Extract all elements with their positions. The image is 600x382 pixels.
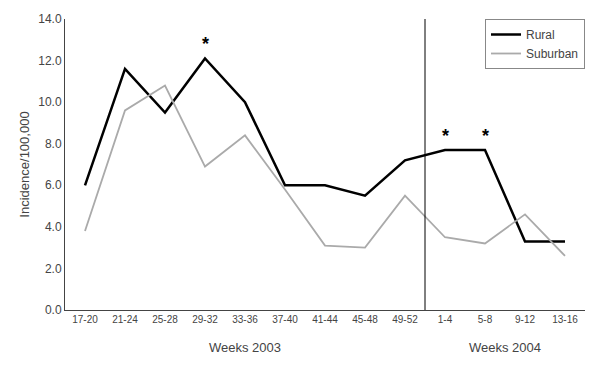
svg-text:*: * [442, 126, 449, 146]
svg-text:49-52: 49-52 [392, 314, 418, 325]
svg-text:13-16: 13-16 [552, 314, 578, 325]
svg-text:25-28: 25-28 [152, 314, 178, 325]
svg-text:33-36: 33-36 [232, 314, 258, 325]
svg-text:4.0: 4.0 [45, 220, 62, 234]
svg-text:Rural: Rural [526, 28, 555, 42]
svg-text:Suburban: Suburban [526, 47, 578, 61]
svg-text:Incidence/100,000: Incidence/100,000 [17, 111, 32, 217]
svg-text:17-20: 17-20 [72, 314, 98, 325]
svg-text:Weeks 2003: Weeks 2003 [209, 340, 281, 355]
svg-text:5-8: 5-8 [478, 314, 493, 325]
svg-text:10.0: 10.0 [38, 95, 62, 109]
svg-text:9-12: 9-12 [515, 314, 535, 325]
svg-text:Weeks 2004: Weeks 2004 [469, 340, 541, 355]
svg-text:41-44: 41-44 [312, 314, 338, 325]
svg-text:37-40: 37-40 [272, 314, 298, 325]
svg-text:21-24: 21-24 [112, 314, 138, 325]
svg-text:2.0: 2.0 [45, 262, 62, 276]
svg-text:*: * [482, 126, 489, 146]
svg-text:29-32: 29-32 [192, 314, 218, 325]
svg-text:6.0: 6.0 [45, 178, 62, 192]
svg-text:14.0: 14.0 [38, 12, 62, 26]
svg-text:45-48: 45-48 [352, 314, 378, 325]
svg-text:1-4: 1-4 [438, 314, 453, 325]
svg-text:12.0: 12.0 [38, 54, 62, 68]
svg-text:0.0: 0.0 [45, 303, 62, 317]
svg-text:8.0: 8.0 [45, 137, 62, 151]
svg-text:*: * [202, 34, 209, 54]
